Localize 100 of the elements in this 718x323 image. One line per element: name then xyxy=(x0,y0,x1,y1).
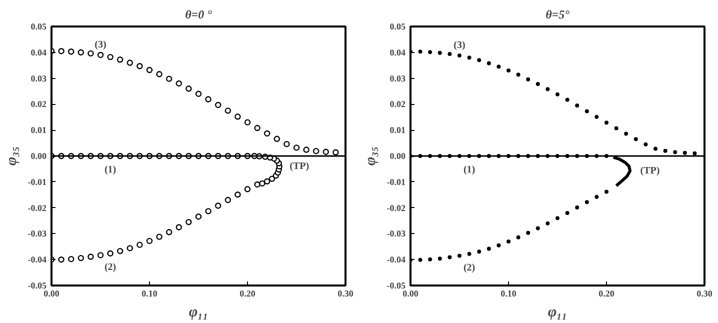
point xyxy=(604,120,608,125)
point xyxy=(477,58,482,62)
y-tick-label: 0.00 xyxy=(390,151,406,161)
point xyxy=(546,221,550,226)
y-tick-label: 0.02 xyxy=(30,99,47,110)
point xyxy=(458,254,462,258)
point xyxy=(428,257,432,262)
point xyxy=(126,60,133,66)
point xyxy=(303,146,310,153)
point xyxy=(594,194,599,199)
point xyxy=(506,68,510,73)
point xyxy=(195,214,202,220)
x-tick-label: 0.10 xyxy=(500,288,517,298)
point xyxy=(68,48,74,55)
y-tick-label: 0.01 xyxy=(390,125,406,136)
point xyxy=(536,82,540,86)
y-tick-label: 0.02 xyxy=(390,99,406,110)
point xyxy=(264,130,270,137)
series-label: (2) xyxy=(463,262,476,274)
point xyxy=(682,150,687,155)
point xyxy=(448,52,452,56)
y-tick-label: 0.05 xyxy=(30,22,47,32)
point xyxy=(556,92,560,96)
point xyxy=(205,96,212,102)
point xyxy=(176,224,182,230)
point xyxy=(565,98,570,102)
point xyxy=(244,186,251,192)
point xyxy=(313,148,320,154)
point xyxy=(224,196,231,204)
x-tick-label: 0.10 xyxy=(142,288,158,298)
x-tick-label: 0.20 xyxy=(598,288,615,298)
point xyxy=(205,208,212,214)
point xyxy=(136,242,143,248)
y-tick-label: -0.05 xyxy=(28,280,47,290)
point xyxy=(496,64,501,69)
point xyxy=(146,238,153,244)
point xyxy=(259,180,266,187)
point xyxy=(496,243,501,248)
y-tick-label: -0.01 xyxy=(28,176,47,187)
point xyxy=(244,119,251,126)
point xyxy=(156,234,162,240)
y-tick-label: -0.01 xyxy=(386,176,406,187)
point xyxy=(448,255,452,260)
series-label: (TP) xyxy=(640,166,660,177)
series-label: (2) xyxy=(104,262,116,273)
point xyxy=(166,229,172,236)
point xyxy=(88,50,94,57)
point xyxy=(673,150,678,154)
point xyxy=(546,87,550,92)
point xyxy=(234,191,241,198)
y-tick-label: 0.05 xyxy=(390,22,406,32)
point xyxy=(486,246,491,251)
y-tick-label: 0.00 xyxy=(30,151,47,161)
point xyxy=(634,137,638,142)
point xyxy=(458,54,462,58)
point xyxy=(264,178,270,184)
y-tick-label: 0.01 xyxy=(30,125,47,136)
series-label: (3) xyxy=(94,39,106,50)
y-tick-label: 0.04 xyxy=(30,47,47,58)
point xyxy=(438,256,442,261)
point xyxy=(234,114,241,120)
point xyxy=(78,49,84,56)
y-tick-label: 0.04 xyxy=(390,47,406,58)
point xyxy=(268,176,276,182)
x-axis-title: φ₁₁ xyxy=(188,304,208,320)
y-axis-title: φ₃₅ xyxy=(4,146,20,166)
point xyxy=(58,256,64,263)
series-label: (3) xyxy=(454,40,466,52)
point xyxy=(332,149,339,156)
y-tick-label: -0.04 xyxy=(386,254,406,265)
point xyxy=(536,226,540,230)
point xyxy=(692,151,697,156)
point xyxy=(136,63,143,70)
series-label: (TP) xyxy=(290,160,310,172)
point xyxy=(195,90,202,97)
point xyxy=(107,250,114,256)
x-axis-title: φ₁₁ xyxy=(548,304,568,320)
point xyxy=(584,200,589,204)
point xyxy=(614,126,618,130)
y-tick-label: -0.05 xyxy=(386,280,406,290)
point xyxy=(293,144,300,151)
point xyxy=(575,206,580,210)
point xyxy=(575,104,580,108)
chart-title: θ=0 ° xyxy=(185,8,212,22)
y-tick-label: -0.03 xyxy=(28,228,47,239)
point xyxy=(126,245,133,252)
point xyxy=(477,250,482,254)
point xyxy=(254,181,260,188)
point xyxy=(146,66,153,74)
point xyxy=(97,52,104,58)
point xyxy=(254,124,260,132)
point xyxy=(516,72,520,77)
point xyxy=(604,190,608,194)
series-label: (1) xyxy=(104,164,116,176)
point xyxy=(486,61,491,66)
point xyxy=(438,50,442,55)
point xyxy=(68,256,74,262)
y-tick-label: -0.02 xyxy=(386,202,406,213)
point xyxy=(88,254,94,260)
point xyxy=(107,54,114,60)
